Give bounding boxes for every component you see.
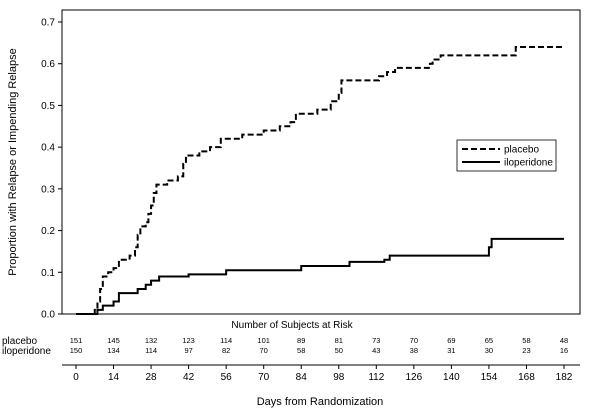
legend-label-iloperidone: iloperidone [504, 158, 553, 169]
legend: placebo iloperidone [456, 139, 557, 172]
risk-count: 58 [297, 346, 305, 355]
x-tick-label: 112 [368, 372, 384, 383]
risk-count: 16 [560, 346, 568, 355]
risk-count: 23 [522, 346, 530, 355]
x-axis: 0 14 28 42 56 70 84 98 112 126 140 154 168 182 [62, 364, 580, 383]
y-axis: 0.0 0.1 0.2 0.3 0.4 0.5 0.6 0.7 [41, 18, 62, 321]
risk-count: 43 [372, 346, 380, 355]
risk-count: 132 [145, 336, 158, 345]
x-tick-label: 126 [406, 372, 423, 383]
risk-count: 73 [372, 336, 380, 345]
risk-count: 38 [410, 346, 418, 355]
risk-count: 48 [560, 336, 568, 345]
y-tick-label: 0.1 [41, 268, 55, 279]
risk-count: 69 [447, 336, 455, 345]
risk-count: 50 [335, 346, 343, 355]
risk-count: 123 [182, 336, 195, 345]
risk-count: 81 [335, 336, 343, 345]
series-group [62, 46, 580, 315]
x-tick-label: 168 [518, 372, 535, 383]
risk-row-label-iloperidone: iloperidone [2, 346, 51, 357]
x-tick-label: 14 [108, 372, 120, 383]
risk-row-label-placebo: placebo [2, 336, 37, 347]
series-line-placebo [76, 46, 564, 315]
series-line-iloperidone [76, 237, 564, 315]
y-axis-title: Proportion with Relapse or Impending Rel… [7, 48, 19, 275]
legend-box [456, 139, 557, 172]
risk-count: 145 [107, 336, 120, 345]
x-tick-label: 70 [258, 372, 270, 383]
x-tick-label: 0 [73, 372, 79, 383]
risk-count: 70 [410, 336, 418, 345]
risk-count: 151 [70, 336, 83, 345]
legend-label-placebo: placebo [504, 145, 539, 156]
risk-count: 30 [485, 346, 493, 355]
x-tick-label: 42 [183, 372, 195, 383]
y-tick-label: 0.6 [41, 59, 55, 70]
risk-count: 58 [522, 336, 530, 345]
risk-count: 82 [222, 346, 230, 355]
x-tick-label: 182 [556, 372, 573, 383]
y-tick-label: 0.3 [41, 184, 55, 195]
risk-table-title: Number of Subjects at Risk [231, 320, 353, 331]
x-tick-label: 98 [333, 372, 345, 383]
risk-count: 97 [184, 346, 192, 355]
x-axis-title: Days from Randomization [257, 396, 384, 408]
y-tick-label: 0.7 [41, 18, 55, 29]
x-tick-label: 56 [221, 372, 233, 383]
risk-count: 114 [220, 336, 232, 345]
risk-count: 150 [70, 346, 83, 355]
risk-count: 65 [485, 336, 493, 345]
risk-count: 31 [447, 346, 455, 355]
x-tick-label: 84 [296, 372, 308, 383]
x-tick-label: 154 [481, 372, 498, 383]
risk-count: 134 [107, 346, 120, 355]
x-tick-label: 140 [443, 372, 460, 383]
risk-count: 70 [260, 346, 268, 355]
risk-count: 101 [257, 336, 270, 345]
risk-count: 89 [297, 336, 305, 345]
y-tick-label: 0.5 [41, 101, 55, 112]
y-tick-label: 0.2 [41, 226, 55, 237]
risk-count: 114 [145, 346, 157, 355]
y-tick-label: 0.0 [41, 310, 55, 321]
y-tick-label: 0.4 [41, 143, 55, 154]
x-tick-label: 28 [146, 372, 158, 383]
